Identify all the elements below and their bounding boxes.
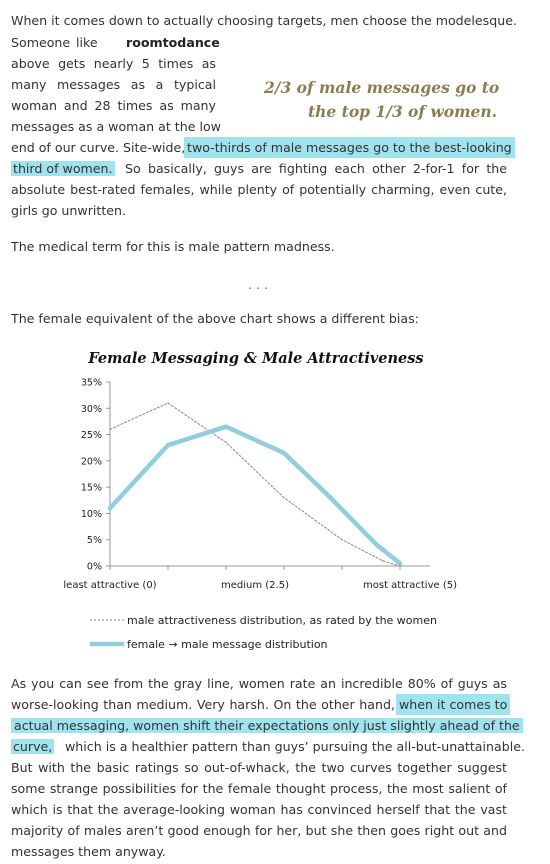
legend-label-gray: male attractiveness distribution, as rat… — [127, 614, 437, 627]
intro-line-10: girls go unwritten. — [11, 203, 126, 218]
chart-axes: 0% 5% 10% 15% 20% 25% 30% 35% least attractive (… — [63, 378, 457, 592]
outro-line-7: which is that the average-looking woman … — [11, 802, 507, 817]
x-tick-label: most attractive (5) — [363, 580, 457, 591]
y-tick-label: 25% — [81, 430, 102, 441]
roomtodance-username: roomtodance — [126, 35, 220, 50]
intro-word-like: like — [76, 35, 98, 50]
data-point — [328, 495, 333, 500]
intro-line-4: many messages as a typical — [11, 77, 216, 92]
y-tick-label: 0% — [87, 562, 102, 573]
x-tick-label: least attractive (0) — [63, 580, 156, 591]
data-point — [399, 565, 401, 567]
pullquote-line-2: the top 1/3 of women. — [308, 102, 498, 121]
data-point — [167, 402, 169, 404]
outro-line-1: As you can see from the gray line, women… — [11, 676, 507, 691]
outro-line-2: worse-looking than medium. Very harsh. O… — [11, 694, 511, 715]
outro-line-3: actual messaging, women shift their expe… — [11, 715, 523, 736]
highlight-when-it-comes: when it comes to — [396, 694, 511, 715]
outro-line-4-text: which is a healthier pattern than guys’ … — [65, 739, 525, 754]
outro-line-6: some strange possibilities for the femal… — [11, 781, 507, 796]
series-blue-line — [107, 424, 403, 566]
data-point — [398, 561, 402, 566]
intro-line-1: When it comes down to actually choosing … — [11, 13, 517, 28]
series-gray-line — [109, 402, 401, 567]
outro-line-9: messages them anyway. — [11, 844, 166, 859]
data-point — [166, 443, 170, 447]
intro-line-8: third of women. So basically, guys are f… — [11, 158, 507, 179]
pullquote-line-1: 2/3 of male messages go to — [264, 78, 500, 97]
data-point — [382, 560, 384, 562]
data-point — [109, 428, 111, 430]
intro-line-7: end of our curve. Site-wide, two-thirds … — [11, 137, 515, 158]
data-point — [108, 506, 112, 510]
series-line — [107, 424, 403, 566]
intro-line-8-text: So basically, guys are fighting each oth… — [125, 161, 507, 176]
intro-word-someone: Someone — [11, 35, 71, 50]
data-point — [341, 539, 343, 541]
chart-legend: male attractiveness distribution, as rat… — [90, 614, 437, 651]
highlight-actual-messaging: actual messaging, women shift their expe… — [11, 718, 523, 733]
y-tick-label: 5% — [87, 535, 102, 546]
y-tick-label: 15% — [81, 483, 102, 494]
data-point — [224, 424, 228, 429]
outro-line-4: curve, which is a healthier pattern than… — [11, 736, 525, 757]
y-tick-label: 20% — [81, 456, 102, 467]
y-tick-label: 30% — [81, 404, 102, 415]
data-point — [375, 543, 379, 547]
highlight-curve: curve, — [11, 739, 55, 754]
outro-line-8: majority of males aren’t good enough for… — [11, 823, 507, 838]
intro-line-6: messages as a woman at the low — [11, 119, 221, 134]
y-tick-label: 35% — [81, 378, 102, 389]
female-messaging-chart: Female Messaging & Male Attractiveness 0… — [63, 350, 457, 651]
intro-line-5: woman and 28 times as many — [11, 98, 216, 113]
intro-line-7-text: end of our curve. Site-wide, — [11, 140, 186, 155]
outro-line-5: But with the basic ratings so out-of-wha… — [11, 760, 507, 775]
intro-line-9: absolute best-rated females, while plent… — [11, 182, 507, 197]
y-tick-label: 10% — [81, 509, 102, 520]
female-intro-line: The female equivalent of the above chart… — [11, 311, 419, 326]
legend-label-blue: female → male message distribution — [127, 638, 328, 651]
series-line — [109, 402, 401, 567]
x-tick-label: medium (2.5) — [221, 580, 289, 591]
intro-line-2: Someone like roomtodance — [11, 32, 220, 53]
outro-line-2-text: worse-looking than medium. Very harsh. O… — [11, 697, 395, 712]
data-point — [282, 451, 286, 455]
data-point — [225, 441, 227, 444]
section-separator: . . . — [248, 277, 269, 292]
highlight-third-of-women: third of women. — [11, 161, 115, 176]
highlight-two-thirds: two-thirds of male messages go to the be… — [184, 137, 515, 158]
data-point — [283, 497, 285, 499]
medical-term-line: The medical term for this is male patter… — [11, 239, 335, 254]
chart-title: Female Messaging & Male Attractiveness — [87, 350, 423, 367]
intro-line-3: above gets nearly 5 times as — [11, 56, 216, 71]
